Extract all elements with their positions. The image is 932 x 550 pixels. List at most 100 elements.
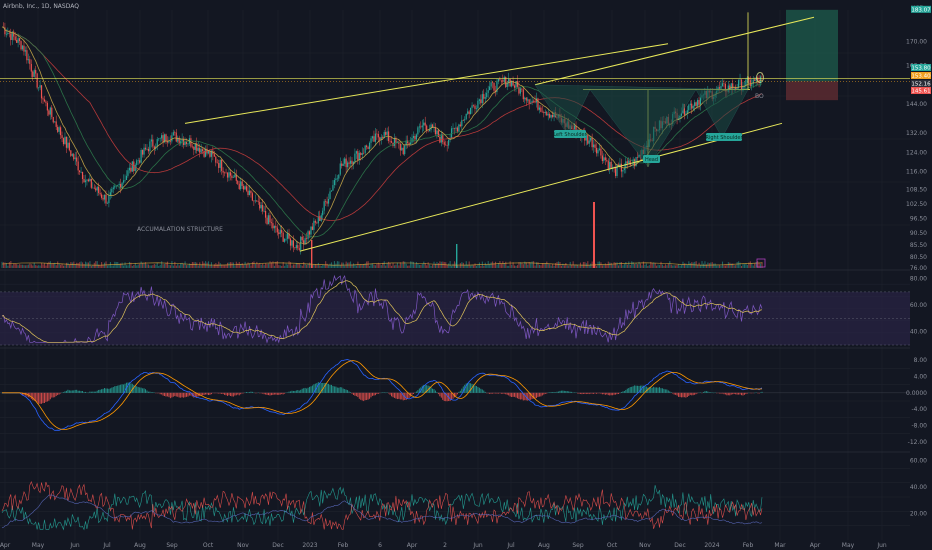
- macd-histogram-bar: [265, 392, 267, 395]
- volume-bar: [524, 261, 526, 268]
- volume-bar: [440, 261, 442, 268]
- time-axis-label: Sep: [166, 542, 178, 549]
- pattern-shading: [534, 84, 749, 168]
- macd-histogram-bar: [629, 387, 631, 393]
- volume-bar: [449, 261, 451, 268]
- macd-histogram-bar: [33, 392, 35, 401]
- volume-bar: [623, 264, 625, 268]
- macd-histogram-bar: [82, 391, 84, 393]
- candle-body: [368, 142, 371, 149]
- volume-bar: [717, 265, 719, 268]
- candle-body: [468, 111, 470, 115]
- macd-histogram-bar: [579, 392, 581, 394]
- volume-bar: [374, 265, 377, 268]
- candle-body: [513, 85, 516, 88]
- macd-histogram-bar: [121, 384, 123, 393]
- candle-body: [551, 114, 554, 118]
- candle-body: [158, 138, 160, 140]
- candle-body: [187, 143, 189, 145]
- volume-bar: [300, 264, 302, 268]
- macd-histogram-bar: [210, 392, 212, 395]
- volume-spike: [311, 240, 313, 268]
- macd-histogram-bar: [521, 392, 523, 400]
- time-axis-label: Apr: [810, 542, 821, 549]
- macd-histogram-bar: [102, 388, 104, 393]
- volume-bar: [615, 262, 617, 268]
- volume-bar: [531, 261, 533, 268]
- candle-body: [680, 113, 683, 116]
- candle-body: [70, 150, 72, 156]
- candle-body: [262, 205, 264, 212]
- candle-body: [184, 141, 186, 145]
- volume-bar: [304, 263, 306, 268]
- volume-bar: [123, 265, 125, 268]
- macd-histogram-bar: [194, 392, 196, 398]
- volume-bar: [42, 264, 44, 268]
- macd-line: [2, 358, 763, 431]
- candle-body: [71, 154, 73, 156]
- macd-histogram-bar: [622, 391, 624, 393]
- candle-body: [219, 159, 221, 168]
- candle-body: [77, 161, 79, 171]
- price-axis-label: 144.00: [906, 101, 927, 108]
- macd-histogram-bar: [174, 392, 176, 397]
- macd-histogram-bar: [702, 392, 704, 393]
- macd-histogram-bar: [200, 392, 202, 396]
- macd-histogram-bar: [686, 392, 688, 398]
- volume-bar: [221, 264, 223, 268]
- macd-histogram-bar: [509, 392, 511, 397]
- volume-bar: [537, 262, 539, 268]
- macd-histogram-bar: [408, 392, 410, 399]
- candle-body: [285, 238, 287, 240]
- volume-bar: [612, 264, 614, 268]
- volume-bar: [574, 265, 576, 268]
- volume-bar: [675, 265, 677, 268]
- candle-body: [17, 38, 19, 43]
- candle-body: [467, 111, 469, 114]
- volume-bar: [74, 264, 76, 268]
- macd-histogram-bar: [281, 392, 283, 395]
- candle-body: [197, 148, 199, 151]
- dmi-panel: [1, 480, 763, 531]
- volume-bar: [505, 261, 507, 268]
- volume-bar: [212, 265, 214, 268]
- volume-bar: [269, 261, 271, 268]
- volume-bar: [244, 261, 246, 268]
- volume-bar: [418, 264, 420, 268]
- macd-histogram-bar: [603, 392, 605, 395]
- grid: [0, 10, 910, 540]
- macd-histogram-bar: [140, 387, 142, 393]
- candle-body: [39, 85, 41, 88]
- volume-bar: [205, 261, 207, 268]
- candle-body: [399, 143, 401, 151]
- candle-body: [417, 127, 419, 135]
- macd-histogram-bar: [338, 387, 340, 393]
- macd-histogram-bar: [458, 391, 460, 393]
- volume-bar: [689, 263, 691, 268]
- volume-bar: [540, 265, 542, 268]
- macd-histogram-bar: [234, 392, 236, 396]
- volume-bar: [335, 263, 337, 268]
- candle-body: [311, 226, 314, 230]
- price-tag-bg: [911, 72, 931, 79]
- candle-body: [92, 187, 94, 189]
- trendlines[interactable]: [0, 12, 910, 252]
- candle-body: [228, 172, 230, 178]
- candle-body: [420, 126, 422, 128]
- volume-bar: [635, 263, 637, 268]
- volume-bar: [547, 263, 549, 268]
- macd-histogram-bar: [477, 386, 479, 393]
- macd-histogram-bar: [743, 392, 745, 395]
- volume-bar: [180, 263, 182, 268]
- volume-bar: [499, 261, 501, 268]
- candle-body: [284, 239, 286, 242]
- macd-histogram-bar: [594, 392, 596, 394]
- macd-histogram-bar: [23, 392, 25, 396]
- candle-body: [136, 160, 138, 165]
- candle-body: [185, 141, 188, 144]
- candle-body: [24, 50, 27, 52]
- candle-body: [317, 216, 319, 224]
- volume-bar: [669, 261, 671, 268]
- volume-bar: [522, 264, 524, 268]
